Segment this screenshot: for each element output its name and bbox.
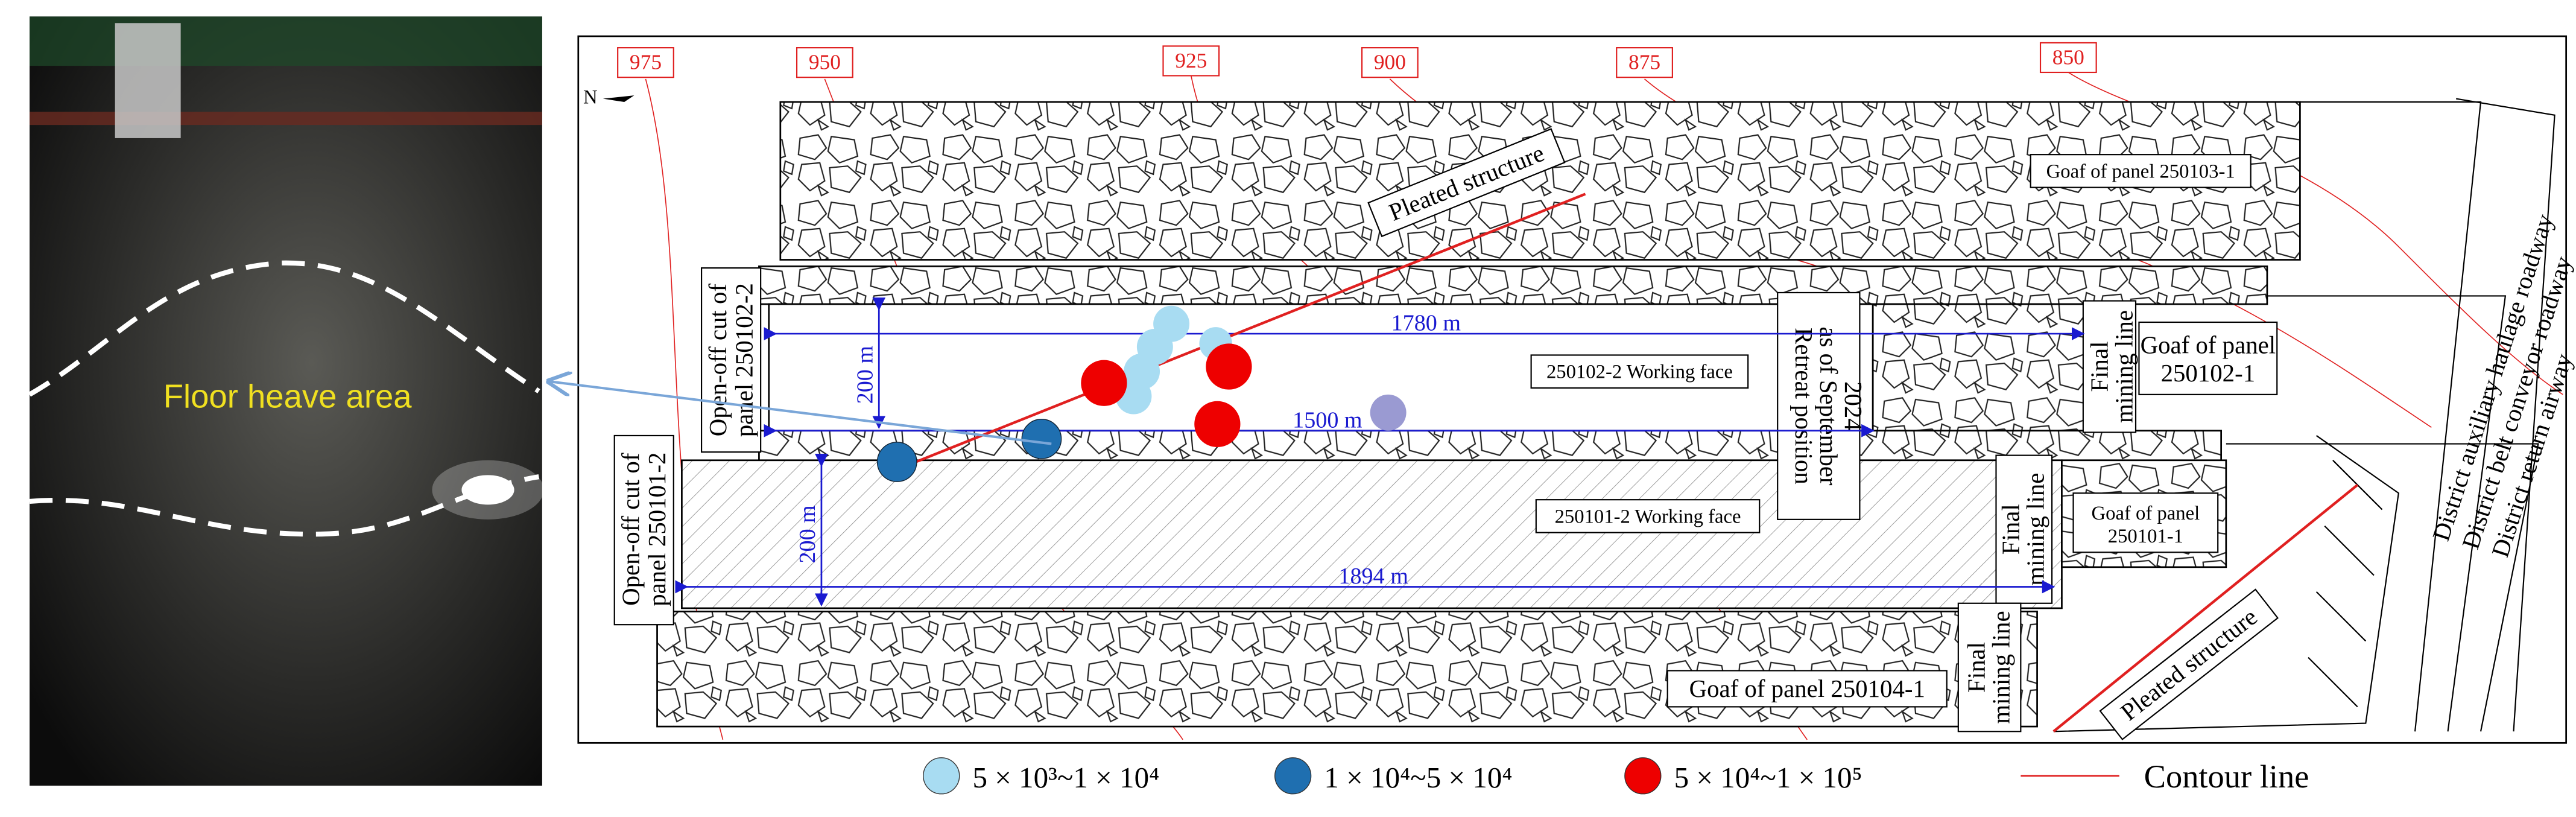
goaf-label: Goaf of panel 250102-1 xyxy=(2141,332,2276,387)
legend-label: 1 × 10⁴~5 × 10⁴ xyxy=(1324,761,1512,794)
goaf-label: Goaf of panel 250104-1 xyxy=(1689,675,1925,702)
label-line: 2024 xyxy=(1840,381,1867,431)
label-line: Final xyxy=(1998,504,2025,555)
contour-label: 950 xyxy=(809,50,841,74)
contour-label: 975 xyxy=(630,50,662,74)
label-line: Goaf of panel xyxy=(2092,503,2200,524)
open-off-label: Open-off cut ofpanel 250102-2 xyxy=(704,283,758,437)
label-line: mining line xyxy=(1987,611,2014,723)
contour-labels: 975 950 925 900 875 850 xyxy=(617,42,2097,78)
label-line: 250101-1 xyxy=(2108,526,2183,547)
north-arrow xyxy=(603,95,635,103)
legend-label: Contour line xyxy=(2144,758,2309,795)
goaf-250104-1 xyxy=(656,611,2038,728)
events xyxy=(876,305,1407,482)
pillar xyxy=(758,265,2268,305)
label-line: panel 250101-2 xyxy=(644,453,671,606)
photo-label: Floor heave area xyxy=(163,378,412,415)
open-off-label: Open-off cut ofpanel 250101-2 xyxy=(618,453,671,606)
label-line: Open-off cut of xyxy=(704,284,732,437)
contour-label: 875 xyxy=(1628,50,1660,74)
link-arrow xyxy=(549,381,1052,445)
label-line: Retreat position xyxy=(1790,328,1817,485)
dimension-label: 1894 m xyxy=(1338,564,1408,589)
working-face-label: 250102-2 Working face xyxy=(1546,361,1733,383)
legend-label: 5 × 10³~1 × 10⁴ xyxy=(973,761,1160,794)
label-line: 250102-1 xyxy=(2161,360,2256,387)
working-face-label: 250101-2 Working face xyxy=(1555,506,1741,527)
north-label: N xyxy=(583,87,598,109)
label-line: as of September xyxy=(1815,326,1842,486)
goaf-label: Goaf of panel 250103-1 xyxy=(2046,161,2235,182)
label-line: Final xyxy=(2086,342,2113,392)
photo: Floor heave area xyxy=(28,16,544,786)
final-line-label: Finalmining line xyxy=(1963,611,2014,723)
goaf-250102-1 xyxy=(1872,303,2087,432)
contour-label: 900 xyxy=(1374,50,1406,74)
dimension-lines xyxy=(675,297,2085,607)
label-line: mining line xyxy=(2111,310,2138,423)
final-line-label: Finalmining line xyxy=(2086,310,2138,423)
legend: 5 × 10³~1 × 10⁴ 1 × 10⁴~5 × 10⁴ 5 × 10⁴~… xyxy=(923,757,2309,795)
label-line: Final xyxy=(1963,642,1990,693)
label-line: panel 250102-2 xyxy=(731,283,758,437)
dimension-label: 200 m xyxy=(795,505,820,564)
final-line-label: Finalmining line xyxy=(1998,473,2049,586)
contour-label: 850 xyxy=(2052,45,2084,69)
pleated-structure xyxy=(894,192,1586,472)
legend-label: 5 × 10⁴~1 × 10⁵ xyxy=(1674,761,1862,794)
contour-label: 925 xyxy=(1175,48,1207,72)
label-line: Goaf of panel xyxy=(2141,332,2276,359)
pleated-structure xyxy=(2052,483,2359,733)
dimension-label: 1780 m xyxy=(1391,311,1461,336)
retreat-label: Retreat positionas of September2024 xyxy=(1790,326,1867,486)
label-line: Open-off cut of xyxy=(618,453,645,606)
label-line: mining line xyxy=(2022,473,2049,586)
dimension-label: 200 m xyxy=(852,346,878,404)
goaf-label: Goaf of panel 250101-1 xyxy=(2092,503,2200,547)
dimension-label: 1500 m xyxy=(1293,407,1362,433)
